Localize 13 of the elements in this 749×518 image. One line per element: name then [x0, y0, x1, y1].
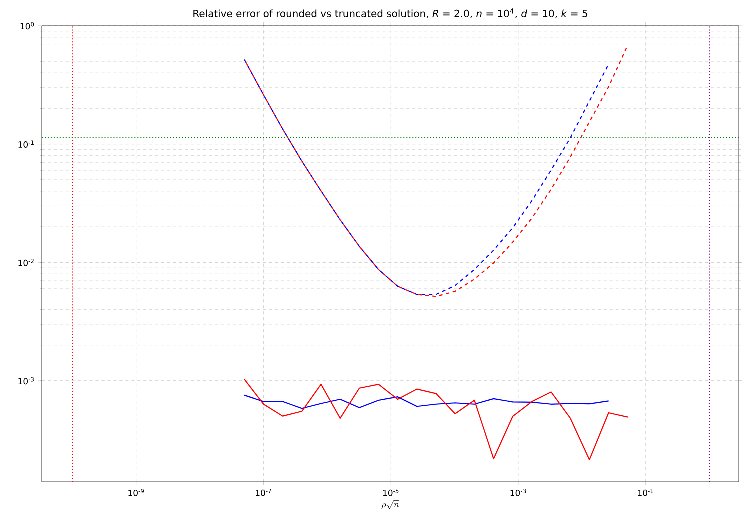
- y-tick-label: 10$^{-3}$: [18, 377, 34, 385]
- x-tick-label: 10$^{-9}$: [128, 489, 144, 496]
- y-tick-label: 10$^{0}$: [20, 22, 34, 30]
- line-series: [244, 378, 629, 461]
- x-tick-label: 10$^{-3}$: [510, 489, 526, 496]
- y-tick-label: 10$^{-1}$: [18, 140, 34, 148]
- x-axis-title: $\rho\sqrt{n}$: [382, 500, 400, 510]
- x-tick-label: 10$^{-1}$: [638, 489, 654, 496]
- line-series: [244, 394, 610, 410]
- y-tick-label: 10$^{-2}$: [18, 258, 34, 266]
- x-tick-label: 10$^{-5}$: [383, 489, 399, 496]
- x-tick-label: 10$^{-7}$: [256, 489, 272, 496]
- chart-title: Relative error of rounded vs truncated solution, R = 2.0, n = 10$^{4}$, d = 10, k = 5: [194, 8, 588, 18]
